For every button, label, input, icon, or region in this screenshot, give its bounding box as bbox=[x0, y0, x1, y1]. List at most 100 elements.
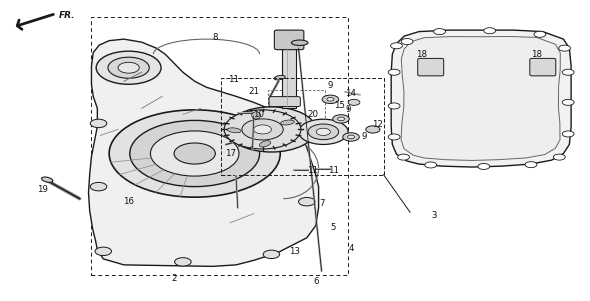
Circle shape bbox=[284, 120, 294, 126]
Circle shape bbox=[308, 124, 339, 140]
Circle shape bbox=[333, 115, 349, 123]
Text: 11: 11 bbox=[228, 75, 238, 84]
Ellipse shape bbox=[281, 120, 294, 125]
Circle shape bbox=[263, 250, 280, 259]
Circle shape bbox=[337, 117, 345, 121]
Circle shape bbox=[299, 119, 348, 144]
Text: 9: 9 bbox=[362, 132, 368, 141]
Circle shape bbox=[130, 120, 260, 187]
Text: 16: 16 bbox=[123, 197, 134, 206]
Bar bbox=[91, 17, 348, 275]
Text: 7: 7 bbox=[319, 199, 324, 208]
FancyBboxPatch shape bbox=[418, 58, 444, 76]
Circle shape bbox=[108, 57, 149, 78]
Text: 8: 8 bbox=[212, 33, 218, 42]
Circle shape bbox=[322, 95, 339, 104]
Ellipse shape bbox=[268, 113, 287, 117]
Circle shape bbox=[327, 98, 334, 101]
Circle shape bbox=[90, 119, 107, 128]
Circle shape bbox=[242, 119, 283, 140]
Circle shape bbox=[391, 43, 402, 49]
Text: 14: 14 bbox=[345, 89, 356, 98]
Circle shape bbox=[562, 69, 574, 75]
Bar bbox=[282, 42, 296, 108]
Text: 5: 5 bbox=[330, 223, 336, 232]
Ellipse shape bbox=[41, 177, 53, 182]
Circle shape bbox=[348, 99, 360, 105]
Text: 9: 9 bbox=[345, 105, 351, 114]
Circle shape bbox=[388, 134, 400, 140]
Circle shape bbox=[242, 114, 301, 144]
Text: 11: 11 bbox=[328, 166, 339, 175]
Circle shape bbox=[96, 51, 161, 84]
Text: 9: 9 bbox=[327, 81, 333, 90]
Circle shape bbox=[284, 133, 294, 139]
Circle shape bbox=[95, 247, 112, 256]
Circle shape bbox=[273, 137, 283, 143]
Ellipse shape bbox=[274, 75, 285, 80]
Circle shape bbox=[109, 110, 280, 197]
Text: 6: 6 bbox=[313, 277, 319, 286]
Circle shape bbox=[401, 39, 413, 45]
Circle shape bbox=[366, 126, 380, 133]
Ellipse shape bbox=[291, 40, 308, 45]
Text: 11: 11 bbox=[307, 166, 318, 175]
Text: 4: 4 bbox=[348, 244, 354, 253]
Circle shape bbox=[224, 110, 301, 149]
Text: 13: 13 bbox=[290, 247, 300, 256]
Circle shape bbox=[559, 45, 571, 51]
Circle shape bbox=[316, 128, 330, 135]
Circle shape bbox=[254, 125, 271, 134]
Circle shape bbox=[260, 137, 270, 143]
Circle shape bbox=[260, 116, 270, 122]
Circle shape bbox=[434, 29, 445, 35]
Circle shape bbox=[425, 162, 437, 168]
FancyBboxPatch shape bbox=[269, 97, 300, 107]
Polygon shape bbox=[88, 39, 319, 266]
Ellipse shape bbox=[260, 141, 271, 147]
Bar bbox=[221, 78, 384, 175]
Circle shape bbox=[248, 133, 259, 139]
Circle shape bbox=[348, 135, 355, 139]
Bar bbox=[268, 90, 324, 123]
FancyBboxPatch shape bbox=[274, 30, 304, 50]
Circle shape bbox=[398, 154, 409, 160]
Circle shape bbox=[257, 122, 286, 137]
Circle shape bbox=[562, 99, 574, 105]
Ellipse shape bbox=[252, 112, 261, 119]
Circle shape bbox=[174, 143, 215, 164]
Text: 20: 20 bbox=[307, 110, 318, 119]
Text: 15: 15 bbox=[335, 101, 345, 110]
Circle shape bbox=[175, 258, 191, 266]
Text: FR.: FR. bbox=[59, 11, 76, 20]
Ellipse shape bbox=[228, 128, 241, 133]
Polygon shape bbox=[391, 30, 571, 167]
Circle shape bbox=[273, 116, 283, 122]
Text: 21: 21 bbox=[248, 87, 259, 96]
Polygon shape bbox=[401, 36, 560, 160]
Circle shape bbox=[288, 127, 299, 132]
Circle shape bbox=[553, 154, 565, 160]
Circle shape bbox=[534, 31, 546, 37]
Circle shape bbox=[478, 163, 490, 169]
Text: 19: 19 bbox=[37, 185, 48, 194]
Text: 17: 17 bbox=[225, 149, 235, 158]
Circle shape bbox=[484, 28, 496, 34]
FancyBboxPatch shape bbox=[530, 58, 556, 76]
Ellipse shape bbox=[273, 114, 282, 116]
Circle shape bbox=[388, 103, 400, 109]
Circle shape bbox=[248, 120, 259, 126]
Circle shape bbox=[343, 133, 359, 141]
Circle shape bbox=[525, 162, 537, 168]
Text: 3: 3 bbox=[431, 211, 437, 220]
Circle shape bbox=[299, 197, 315, 206]
Text: 18: 18 bbox=[532, 50, 542, 59]
Circle shape bbox=[90, 182, 107, 191]
Circle shape bbox=[562, 131, 574, 137]
Circle shape bbox=[227, 107, 316, 152]
Text: 10: 10 bbox=[253, 110, 264, 119]
Circle shape bbox=[118, 62, 139, 73]
Text: 18: 18 bbox=[417, 50, 427, 59]
Circle shape bbox=[150, 131, 239, 176]
Circle shape bbox=[244, 127, 255, 132]
